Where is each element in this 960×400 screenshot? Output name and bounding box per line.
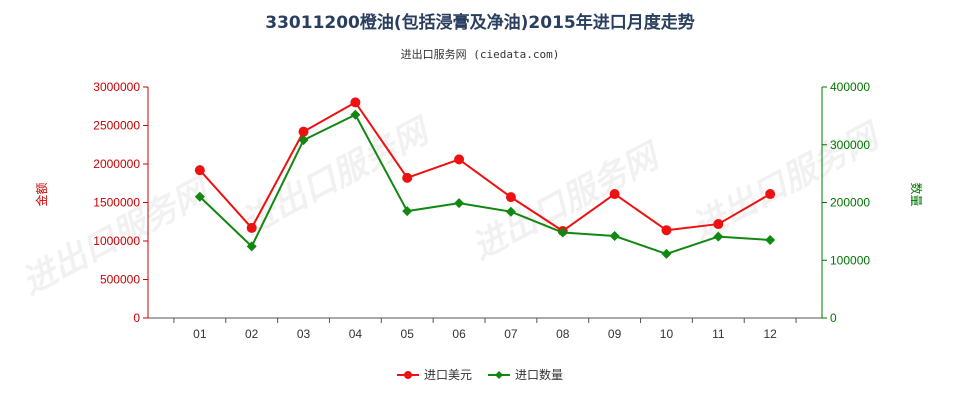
series-2-point (246, 241, 257, 252)
left-tick-label: 1000000 (93, 234, 140, 248)
x-tick-label: 07 (504, 327, 518, 341)
series-1-point (246, 222, 257, 233)
series-line-2 (199, 113, 771, 255)
left-axis-title: 金额 (34, 182, 49, 206)
series-2-point (713, 231, 724, 242)
x-tick-label: 09 (608, 327, 622, 341)
series-layer (194, 97, 776, 259)
x-tick-label: 02 (245, 327, 259, 341)
legend-marker-1 (404, 371, 412, 379)
left-tick-label: 500000 (100, 273, 140, 287)
series-1-point (609, 189, 620, 200)
series-1-point (505, 192, 516, 203)
legend: 进口美元 进口数量 (397, 367, 563, 382)
right-tick-label: 400000 (830, 80, 870, 94)
x-tick-label: 10 (660, 327, 674, 341)
right-tick-label: 100000 (830, 253, 870, 267)
series-2-point (661, 248, 672, 259)
series-2-point (557, 227, 568, 238)
legend-label-2: 进口数量 (515, 367, 563, 382)
series-1-point (402, 172, 413, 183)
series-1-point (661, 225, 672, 236)
x-tick-label: 01 (193, 327, 207, 341)
series-2-point (609, 230, 620, 241)
series-2-point (350, 109, 361, 120)
chart-title: 33011200橙油(包括浸膏及净油)2015年进口月度走势 (265, 12, 694, 33)
legend-marker-2 (495, 371, 503, 379)
x-tick-label: 04 (349, 327, 363, 341)
series-2-point (402, 206, 413, 217)
x-tick-label: 08 (556, 327, 570, 341)
right-tick-label: 300000 (830, 138, 870, 152)
series-2-point (454, 198, 465, 209)
right-tick-label: 200000 (830, 196, 870, 210)
series-1-point (298, 126, 309, 137)
left-tick-label: 2500000 (93, 119, 140, 133)
series-1-point (713, 219, 724, 230)
axes: 0500000100000015000002000000250000030000… (34, 80, 924, 341)
series-2-point (505, 206, 516, 217)
series-1-point (194, 165, 205, 176)
series-2-point (298, 135, 309, 146)
x-tick-label: 11 (712, 327, 725, 341)
legend-label-1: 进口美元 (424, 368, 472, 382)
series-1-point (765, 189, 776, 200)
right-axis-title: 数量 (909, 182, 924, 206)
chart-subtitle: 进出口服务网 (ciedata.com) (401, 47, 560, 61)
x-tick-label: 06 (452, 327, 466, 341)
left-tick-label: 3000000 (93, 80, 140, 94)
series-2-point (765, 235, 776, 246)
right-tick-label: 0 (830, 311, 837, 325)
series-2-point (194, 191, 205, 202)
series-1-point (454, 154, 465, 165)
x-tick-label: 12 (763, 327, 777, 341)
series-1-point (350, 97, 361, 108)
left-tick-label: 2000000 (93, 157, 140, 171)
x-tick-label: 05 (401, 327, 415, 341)
left-tick-label: 0 (133, 311, 140, 325)
series-line-1 (199, 101, 771, 232)
left-tick-label: 1500000 (93, 196, 140, 210)
x-tick-label: 03 (297, 327, 311, 341)
